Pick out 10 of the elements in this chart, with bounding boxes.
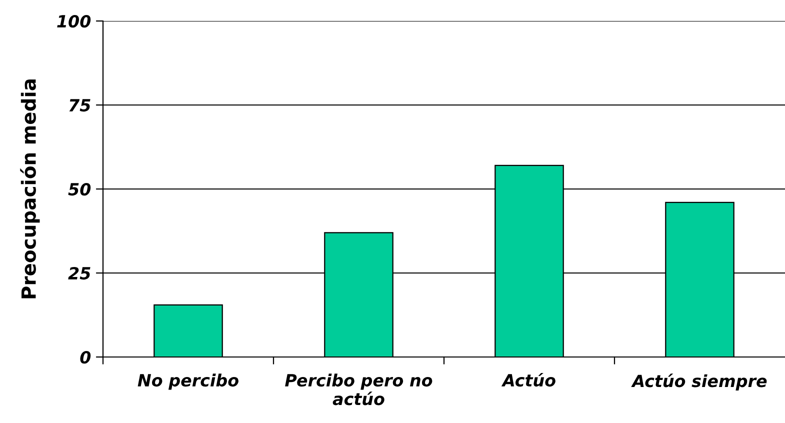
x-tick-label: No percibo <box>138 374 238 390</box>
y-axis-title: Preocupación media <box>20 79 40 298</box>
y-tick-label: 100 <box>57 14 91 28</box>
y-tick-label: 0 <box>80 350 91 364</box>
x-tick-label: Actúo siempre <box>631 374 767 390</box>
x-tick-label: Percibo pero no actúo <box>285 374 432 406</box>
y-tick-label: 75 <box>69 99 90 112</box>
y-tick-label: 25 <box>68 266 90 280</box>
y-tick-label: 50 <box>68 182 91 196</box>
x-tick-label: Actúo <box>501 373 556 387</box>
